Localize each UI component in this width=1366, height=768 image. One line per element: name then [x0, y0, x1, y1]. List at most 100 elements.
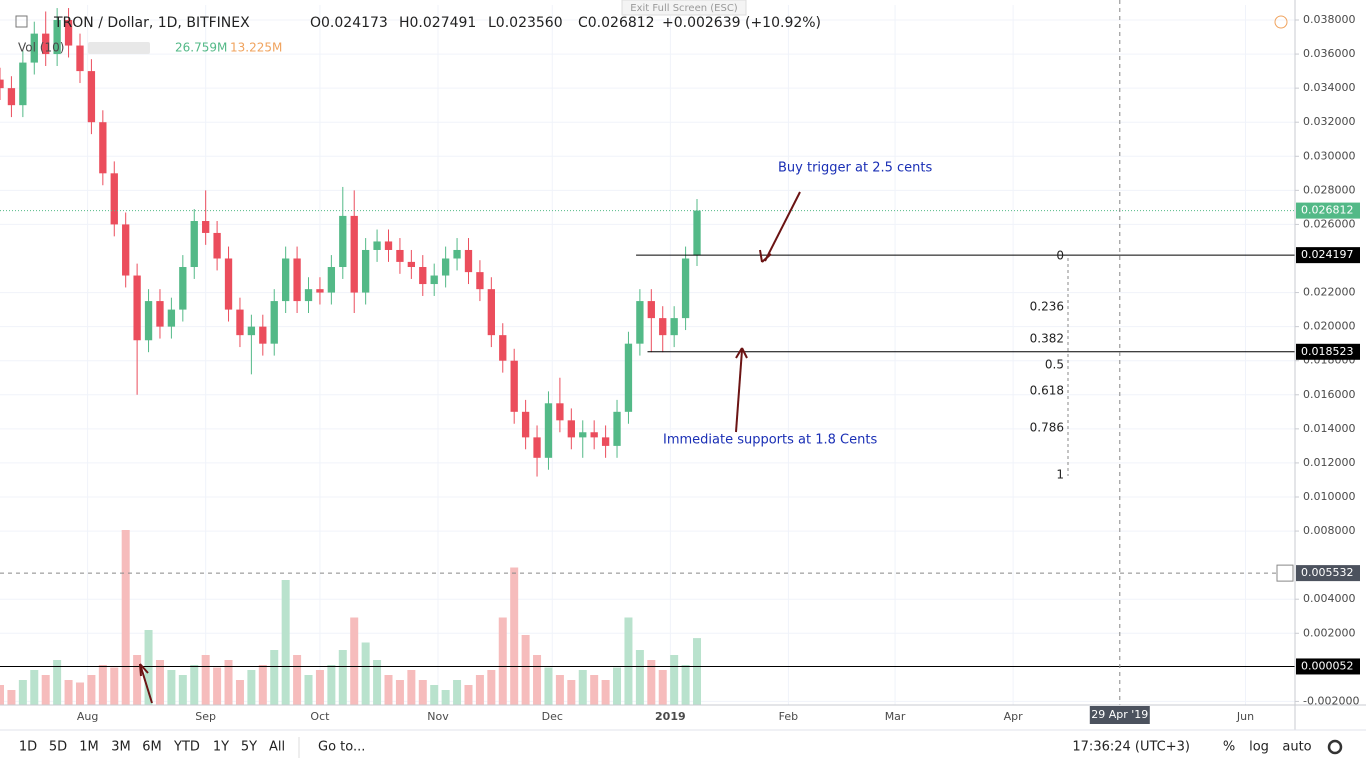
percent-toggle[interactable]: % [1223, 740, 1235, 755]
candle-body [419, 267, 427, 285]
arrow-head [139, 663, 149, 677]
indicator-icons[interactable] [88, 42, 150, 54]
volume-bar [270, 650, 279, 705]
volume-bar [670, 655, 679, 705]
price-tag-label: 0.026812 [1301, 204, 1354, 217]
candle-body [42, 33, 50, 55]
volume-bar [590, 675, 599, 705]
candle-body [396, 249, 404, 262]
candle-body [190, 221, 198, 268]
volume-bar [18, 680, 27, 705]
volume-bar [155, 660, 164, 705]
volume-bar [133, 655, 142, 705]
volume-bar [201, 655, 210, 705]
y-tick-label: 0.020000 [1303, 320, 1356, 333]
alert-icon[interactable] [1274, 15, 1288, 29]
fib-label: 0.236 [1030, 300, 1064, 314]
volume-bar [110, 667, 119, 705]
collapse-icon[interactable] [15, 15, 28, 28]
candle-body [156, 301, 164, 327]
arrow [139, 663, 153, 704]
exit-fullscreen[interactable] [621, 0, 747, 16]
volume-bar [418, 680, 427, 705]
candle-body [624, 343, 633, 412]
annotation: Immediate supports at 1.8 Cents [663, 433, 877, 448]
volume-bar [624, 617, 633, 705]
settings-icon[interactable] [1327, 739, 1343, 755]
y-tick-label: 0.026000 [1303, 217, 1356, 230]
volume-bar [178, 675, 187, 705]
candle-body [282, 258, 290, 302]
price-tag [1296, 343, 1360, 360]
volume-bar [658, 670, 667, 705]
high-readout: H0.027491 [399, 15, 476, 31]
volume-bar [0, 685, 4, 705]
symbol[interactable]: TRON / Dollar, 1D, BITFINEX [53, 15, 250, 31]
y-tick-label: 0.014000 [1303, 422, 1356, 435]
volume-bar [544, 667, 553, 705]
range-button[interactable]: All [269, 740, 285, 755]
candle-body [53, 19, 61, 55]
change-readout: +0.002639 (+10.92%) [662, 15, 821, 31]
x-tick-label: Sep [195, 710, 216, 723]
log-toggle[interactable]: log [1249, 740, 1269, 755]
candle-body [19, 62, 27, 106]
goto-button[interactable]: Go to... [318, 740, 365, 755]
volume-bar [98, 665, 107, 705]
candle-body [681, 258, 690, 319]
candle-body [327, 267, 336, 293]
volume-bar [613, 667, 622, 705]
candle-body [270, 301, 278, 344]
candle-body [590, 432, 598, 438]
plot-area [0, 0, 1295, 705]
range-button[interactable]: 6M [142, 740, 162, 755]
y-tick-label: 0.004000 [1303, 592, 1356, 605]
volume-bar [213, 667, 222, 705]
range-button[interactable]: 5Y [241, 740, 257, 755]
x-tick-label: Feb [779, 710, 798, 723]
range-button[interactable]: 1D [19, 740, 37, 755]
range-button[interactable]: 1Y [213, 740, 229, 755]
clock[interactable]: 17:36:24 (UTC+3) [1072, 740, 1190, 755]
fib-label: 0.786 [1030, 421, 1064, 435]
candle-body [521, 411, 530, 438]
y-tick-label: 0.036000 [1303, 47, 1356, 60]
volume-bar [384, 675, 393, 705]
x-tick-label: Mar [885, 710, 906, 723]
volume-bar [681, 665, 690, 705]
volume-bar [350, 617, 359, 705]
candle-body [76, 45, 84, 72]
range-button[interactable]: 1M [79, 740, 99, 755]
range-button[interactable]: 5D [49, 740, 67, 755]
volume-bar [247, 670, 256, 705]
y-tick-label: 0.002000 [1303, 626, 1356, 639]
fib-label: 0.5 [1045, 358, 1064, 372]
candle-body [133, 275, 141, 341]
arrow [735, 349, 743, 433]
y-tick-label: 0.032000 [1303, 115, 1356, 128]
candle-body [304, 289, 313, 302]
volume-bar [430, 685, 439, 705]
candle-body [579, 432, 587, 438]
y-tick-label: 0.038000 [1303, 13, 1356, 26]
volume-bar [235, 680, 244, 705]
volume-bar [315, 670, 324, 705]
auto-toggle[interactable]: auto [1282, 740, 1311, 755]
volume-ma: 13.225M [230, 41, 282, 55]
range-button[interactable]: YTD [173, 740, 200, 755]
volume-bar [555, 675, 564, 705]
candle-body [0, 79, 4, 89]
range-button[interactable]: 3M [111, 740, 131, 755]
volume-bar [258, 665, 267, 705]
exit-fullscreen-label: Exit Full Screen (ESC) [630, 3, 738, 14]
fib-label: 0 [1056, 249, 1064, 263]
volume-bar [281, 580, 290, 705]
x-tick-label: 2019 [655, 710, 686, 723]
y-tick-label: 0.008000 [1303, 524, 1356, 537]
price-tag-label: 0.000052 [1301, 659, 1354, 672]
volume-bar [475, 675, 484, 705]
candle-body [647, 301, 655, 319]
volume-bar [441, 690, 450, 705]
